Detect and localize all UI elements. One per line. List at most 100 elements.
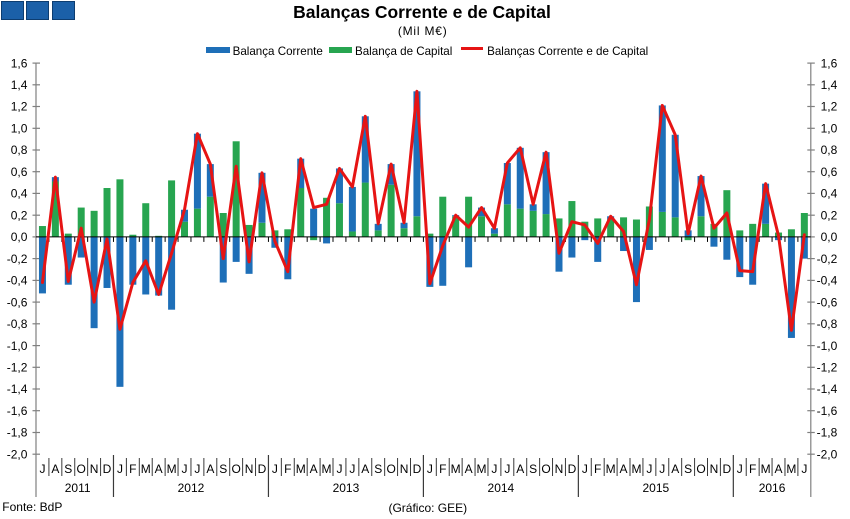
svg-text:N: N bbox=[710, 462, 719, 476]
svg-text:J: J bbox=[336, 462, 342, 476]
svg-text:J: J bbox=[194, 462, 200, 476]
svg-text:-0,8: -0,8 bbox=[817, 317, 838, 331]
svg-text:J: J bbox=[646, 462, 652, 476]
svg-text:1,0: 1,0 bbox=[11, 122, 28, 136]
svg-text:F: F bbox=[594, 462, 601, 476]
svg-text:S: S bbox=[374, 462, 382, 476]
svg-text:-1,6: -1,6 bbox=[817, 404, 838, 418]
svg-text:-0,2: -0,2 bbox=[817, 252, 838, 266]
svg-text:1,2: 1,2 bbox=[821, 100, 838, 114]
svg-text:1,2: 1,2 bbox=[11, 100, 28, 114]
svg-text:2011: 2011 bbox=[65, 481, 91, 495]
svg-text:J: J bbox=[491, 462, 497, 476]
svg-text:S: S bbox=[219, 462, 227, 476]
svg-text:M: M bbox=[606, 462, 616, 476]
svg-text:D: D bbox=[723, 462, 732, 476]
svg-text:-1,8: -1,8 bbox=[817, 426, 838, 440]
svg-text:A: A bbox=[775, 462, 783, 476]
svg-text:O: O bbox=[541, 462, 550, 476]
svg-text:M: M bbox=[322, 462, 332, 476]
svg-text:2012: 2012 bbox=[178, 481, 205, 495]
svg-text:S: S bbox=[529, 462, 537, 476]
svg-text:A: A bbox=[51, 462, 59, 476]
svg-text:-0,6: -0,6 bbox=[817, 295, 838, 309]
svg-text:2016: 2016 bbox=[759, 481, 786, 495]
svg-text:M: M bbox=[296, 462, 306, 476]
svg-text:O: O bbox=[77, 462, 86, 476]
svg-text:N: N bbox=[555, 462, 564, 476]
svg-text:N: N bbox=[400, 462, 409, 476]
svg-text:-1,4: -1,4 bbox=[817, 382, 838, 396]
svg-text:0,2: 0,2 bbox=[11, 208, 28, 222]
svg-text:-1,2: -1,2 bbox=[817, 361, 838, 375]
svg-text:A: A bbox=[155, 462, 163, 476]
svg-text:-0,4: -0,4 bbox=[817, 274, 838, 288]
svg-text:F: F bbox=[129, 462, 136, 476]
svg-text:0,2: 0,2 bbox=[821, 208, 838, 222]
svg-text:2013: 2013 bbox=[333, 481, 360, 495]
svg-text:J: J bbox=[39, 462, 45, 476]
svg-text:0,4: 0,4 bbox=[821, 187, 838, 201]
svg-text:S: S bbox=[684, 462, 692, 476]
svg-text:0,6: 0,6 bbox=[11, 165, 28, 179]
svg-text:-0,6: -0,6 bbox=[7, 295, 28, 309]
svg-text:J: J bbox=[427, 462, 433, 476]
svg-text:1,6: 1,6 bbox=[11, 56, 28, 70]
svg-text:1,0: 1,0 bbox=[821, 122, 838, 136]
svg-text:-0,8: -0,8 bbox=[7, 317, 28, 331]
svg-text:A: A bbox=[310, 462, 318, 476]
svg-text:A: A bbox=[620, 462, 628, 476]
svg-text:A: A bbox=[465, 462, 473, 476]
svg-text:M: M bbox=[451, 462, 461, 476]
svg-text:M: M bbox=[631, 462, 641, 476]
svg-text:D: D bbox=[258, 462, 267, 476]
svg-text:-1,2: -1,2 bbox=[7, 361, 28, 375]
svg-text:A: A bbox=[206, 462, 214, 476]
svg-text:O: O bbox=[696, 462, 705, 476]
svg-text:J: J bbox=[737, 462, 743, 476]
svg-text:0,8: 0,8 bbox=[821, 143, 838, 157]
svg-text:0,8: 0,8 bbox=[11, 143, 28, 157]
svg-text:-2,0: -2,0 bbox=[817, 447, 838, 461]
svg-text:F: F bbox=[284, 462, 291, 476]
svg-text:F: F bbox=[439, 462, 446, 476]
svg-text:M: M bbox=[141, 462, 151, 476]
svg-text:-1,0: -1,0 bbox=[817, 339, 838, 353]
svg-text:2014: 2014 bbox=[488, 481, 515, 495]
svg-text:M: M bbox=[167, 462, 177, 476]
svg-text:J: J bbox=[349, 462, 355, 476]
svg-text:M: M bbox=[477, 462, 487, 476]
svg-text:A: A bbox=[671, 462, 679, 476]
svg-text:-1,8: -1,8 bbox=[7, 426, 28, 440]
svg-text:-1,0: -1,0 bbox=[7, 339, 28, 353]
svg-text:0,0: 0,0 bbox=[11, 230, 28, 244]
svg-text:-1,4: -1,4 bbox=[7, 382, 28, 396]
svg-text:2015: 2015 bbox=[642, 481, 669, 495]
svg-text:O: O bbox=[231, 462, 240, 476]
svg-text:M: M bbox=[761, 462, 771, 476]
svg-text:J: J bbox=[801, 462, 807, 476]
svg-text:A: A bbox=[516, 462, 524, 476]
svg-text:J: J bbox=[582, 462, 588, 476]
svg-text:J: J bbox=[659, 462, 665, 476]
svg-text:J: J bbox=[272, 462, 278, 476]
svg-text:-0,2: -0,2 bbox=[7, 252, 28, 266]
svg-text:0,0: 0,0 bbox=[821, 230, 838, 244]
svg-text:1,4: 1,4 bbox=[11, 78, 28, 92]
svg-text:D: D bbox=[413, 462, 422, 476]
svg-text:J: J bbox=[182, 462, 188, 476]
svg-text:-2,0: -2,0 bbox=[7, 447, 28, 461]
svg-text:0,4: 0,4 bbox=[11, 187, 28, 201]
svg-text:O: O bbox=[386, 462, 395, 476]
svg-text:1,4: 1,4 bbox=[821, 78, 838, 92]
svg-text:F: F bbox=[749, 462, 756, 476]
svg-text:N: N bbox=[245, 462, 254, 476]
svg-text:0,6: 0,6 bbox=[821, 165, 838, 179]
svg-text:N: N bbox=[90, 462, 99, 476]
svg-text:S: S bbox=[64, 462, 72, 476]
svg-text:M: M bbox=[786, 462, 796, 476]
svg-text:-0,4: -0,4 bbox=[7, 274, 28, 288]
svg-text:A: A bbox=[361, 462, 369, 476]
svg-text:D: D bbox=[568, 462, 577, 476]
svg-text:D: D bbox=[103, 462, 112, 476]
